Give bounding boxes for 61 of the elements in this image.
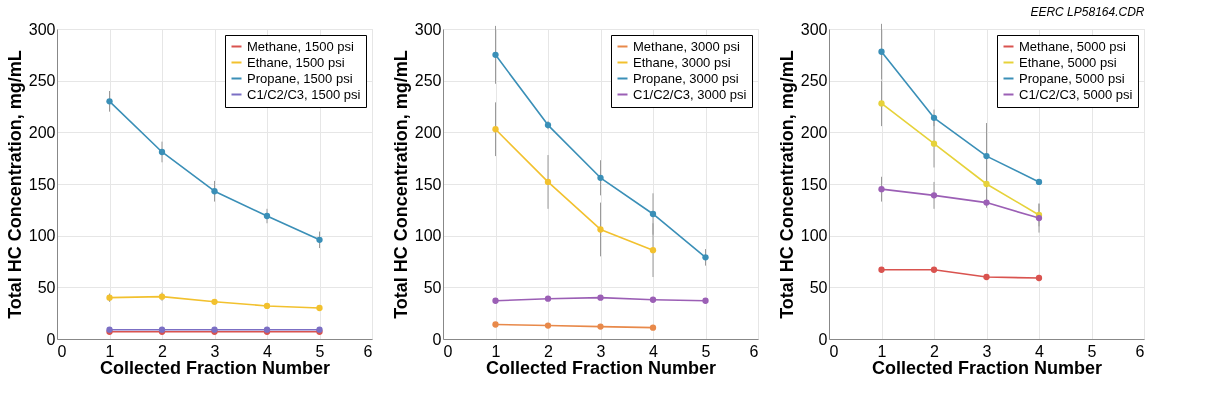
y-axis-title: Total HC Concentration, mg/mL bbox=[4, 50, 25, 319]
y-tick-label: 150 bbox=[28, 175, 56, 193]
legend-label: C1/C2/C3, 1500 psi bbox=[247, 86, 361, 102]
legend-label: Propane, 3000 psi bbox=[633, 70, 739, 86]
x-tick-label: 3 bbox=[596, 342, 606, 360]
x-tick-label: 5 bbox=[701, 342, 711, 360]
y-tick-label: 250 bbox=[28, 72, 56, 90]
y-tick-label: 200 bbox=[28, 123, 56, 141]
y-tick-label: 250 bbox=[800, 72, 828, 90]
y-tick-label: 150 bbox=[414, 175, 442, 193]
y-tick-label: 0 bbox=[818, 330, 828, 348]
y-tick-label: 300 bbox=[800, 20, 828, 38]
legend-label: C1/C2/C3, 5000 psi bbox=[1019, 86, 1133, 102]
y-tick-label: 100 bbox=[28, 227, 56, 245]
legend-label: Methane, 1500 psi bbox=[247, 38, 355, 54]
y-tick-label: 100 bbox=[414, 227, 442, 245]
x-tick-label: 0 bbox=[829, 342, 839, 360]
y-tick-label: 50 bbox=[37, 278, 56, 296]
x-tick-label: 2 bbox=[930, 342, 940, 360]
legend-label: Methane, 3000 psi bbox=[633, 38, 741, 54]
y-tick-label: 150 bbox=[800, 175, 828, 193]
x-tick-label: 6 bbox=[1135, 342, 1145, 360]
legend-label: Ethane, 3000 psi bbox=[633, 54, 731, 70]
legend-label: Methane, 5000 psi bbox=[1019, 38, 1127, 54]
x-tick-label: 4 bbox=[649, 342, 659, 360]
legend-label: Propane, 5000 psi bbox=[1019, 70, 1125, 86]
x-tick-label: 1 bbox=[877, 342, 887, 360]
x-tick-label: 3 bbox=[982, 342, 992, 360]
x-axis-title: Collected Fraction Number bbox=[485, 357, 717, 378]
y-tick-label: 200 bbox=[414, 123, 442, 141]
x-tick-label: 0 bbox=[57, 342, 67, 360]
x-tick-label: 4 bbox=[263, 342, 273, 360]
legend-label: Propane, 1500 psi bbox=[247, 70, 353, 86]
y-tick-label: 200 bbox=[800, 123, 828, 141]
x-tick-label: 2 bbox=[158, 342, 168, 360]
x-tick-label: 5 bbox=[1087, 342, 1097, 360]
y-axis-title: Total HC Concentration, mg/mL bbox=[776, 50, 797, 319]
y-tick-label: 0 bbox=[46, 330, 56, 348]
y-tick-label: 300 bbox=[28, 20, 56, 38]
x-tick-label: 5 bbox=[315, 342, 325, 360]
x-tick-label: 0 bbox=[443, 342, 453, 360]
y-tick-label: 250 bbox=[414, 72, 442, 90]
x-tick-label: 3 bbox=[210, 342, 220, 360]
y-tick-label: 0 bbox=[432, 330, 442, 348]
y-axis-title: Total HC Concentration, mg/mL bbox=[390, 50, 411, 319]
x-tick-label: 1 bbox=[491, 342, 501, 360]
y-tick-label: 50 bbox=[809, 278, 828, 296]
y-tick-label: 50 bbox=[423, 278, 442, 296]
x-tick-label: 1 bbox=[105, 342, 115, 360]
x-tick-label: 6 bbox=[749, 342, 759, 360]
legend-label: Ethane, 5000 psi bbox=[1019, 54, 1117, 70]
x-axis-title: Collected Fraction Number bbox=[871, 357, 1103, 378]
y-tick-label: 300 bbox=[414, 20, 442, 38]
x-axis-title: Collected Fraction Number bbox=[99, 357, 331, 378]
x-tick-label: 4 bbox=[1035, 342, 1045, 360]
y-tick-label: 100 bbox=[800, 227, 828, 245]
legend-label: Ethane, 1500 psi bbox=[247, 54, 345, 70]
legend-label: C1/C2/C3, 3000 psi bbox=[633, 86, 747, 102]
x-tick-label: 2 bbox=[544, 342, 554, 360]
text: EERC LP58164.CDR bbox=[1030, 5, 1145, 19]
x-tick-label: 6 bbox=[363, 342, 373, 360]
